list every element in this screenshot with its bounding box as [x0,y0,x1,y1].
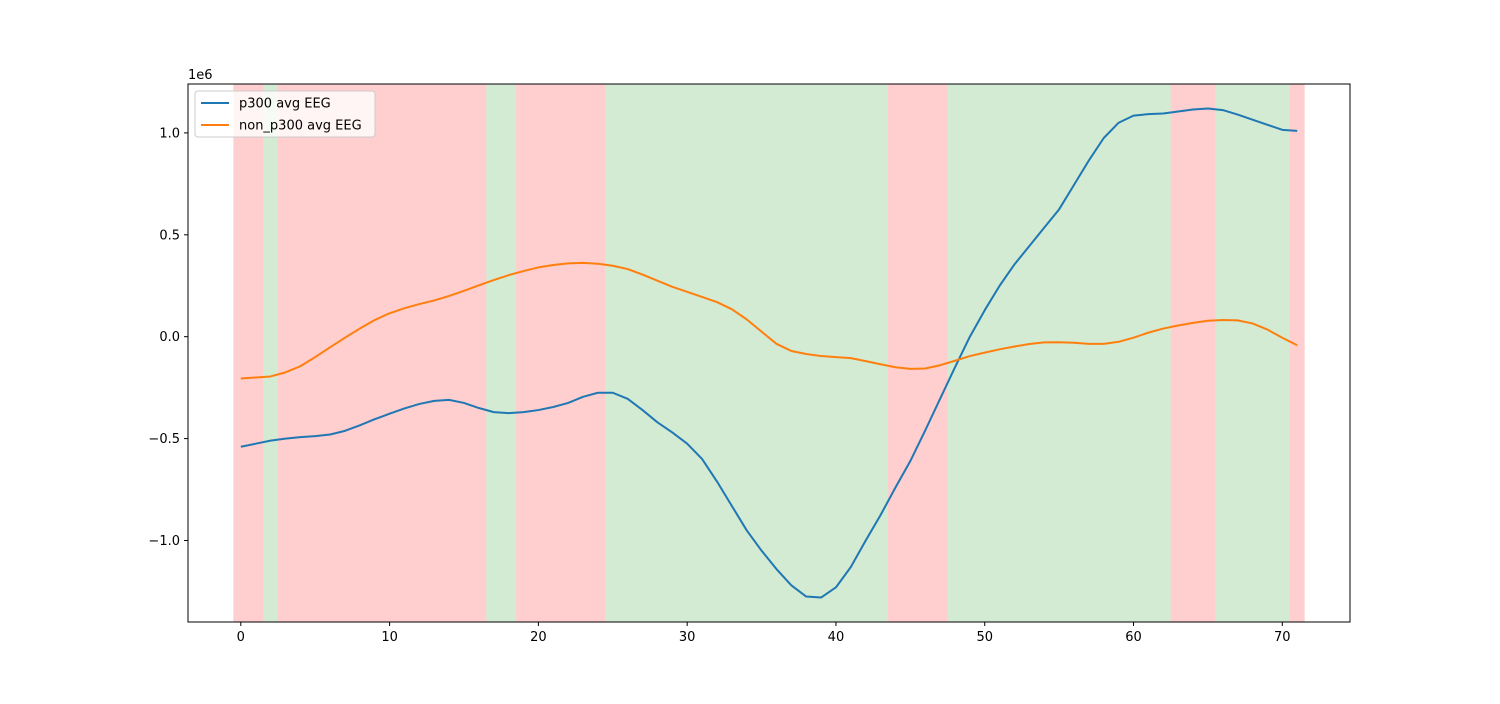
band-red [516,84,531,622]
x-tick-label: 0 [237,630,245,645]
band-red [382,84,398,622]
band-red [560,84,576,622]
band-red [902,84,918,622]
band-green [709,84,725,622]
x-tick-label: 20 [530,630,547,645]
band-red [932,84,948,622]
band-green [992,84,1008,622]
band-green [1155,84,1171,622]
band-green [1126,84,1141,622]
x-tick-label: 30 [679,630,696,645]
y-axis: −1.0 −0.5 0.0 0.5 1.0 [148,126,188,549]
band-green [1111,84,1127,622]
band-red [248,84,264,622]
band-red [1185,84,1201,622]
x-tick-label: 10 [381,630,398,645]
band-green [1274,84,1290,622]
band-green [843,84,859,622]
band-red [352,84,368,622]
band-green [1066,84,1082,622]
band-red [888,84,903,622]
band-green [1259,84,1275,622]
band-red [1170,84,1186,622]
x-tick-label: 50 [976,630,993,645]
band-red [471,84,487,622]
band-red [411,84,427,622]
band-red [233,84,249,622]
band-green [263,84,279,622]
band-red [575,84,591,622]
x-tick-label: 70 [1274,630,1291,645]
band-green [783,84,799,622]
band-green [1096,84,1112,622]
band-green [1215,84,1231,622]
band-red [337,84,353,622]
band-green [635,84,650,622]
series-lines [240,107,1298,599]
band-red [590,84,606,622]
band-green [754,84,769,622]
band-green [1036,84,1052,622]
legend-box [194,90,376,138]
band-green [620,84,636,622]
band-green [1081,84,1097,622]
band-green [1007,84,1022,622]
y-offset-label: 1e6 [188,68,213,83]
band-green [962,84,978,622]
band-red [278,84,293,622]
band-green [858,84,874,622]
band-green [1245,84,1260,622]
band-green [649,84,665,622]
y-tick-label: −0.5 [148,432,180,447]
legend-label: p300 avg EEG [239,97,331,112]
band-green [813,84,829,622]
band-red [1289,84,1305,622]
band-green [486,84,502,622]
x-tick-label: 60 [1125,630,1142,645]
band-green [605,84,621,622]
y-tick-label: 0.5 [159,228,180,243]
x-tick-label: 40 [828,630,845,645]
band-green [1021,84,1037,622]
band-green [769,84,784,622]
series-line-non-p300 [240,261,1298,380]
band-red [367,84,383,622]
band-red [545,84,561,622]
legend: p300 avg EEG non_p300 avg EEG [194,90,376,138]
band-red [441,84,457,622]
band-green [739,84,755,622]
background-bands [233,84,1305,622]
band-green [1051,84,1067,622]
legend-label: non_p300 avg EEG [239,119,362,134]
y-tick-label: 1.0 [159,126,180,141]
band-green [679,84,695,622]
y-tick-label: 0.0 [159,330,180,345]
band-red [426,84,442,622]
band-green [873,84,889,622]
band-red [530,84,546,622]
band-green [1140,84,1156,622]
band-green [724,84,740,622]
band-green [828,84,844,622]
plot-frame [187,83,1351,623]
band-red [917,84,933,622]
series-line-p300 [240,107,1298,599]
x-axis: 0 10 20 30 40 50 60 70 [237,622,1291,645]
band-red [1200,84,1216,622]
band-green [694,84,710,622]
band-red [292,84,308,622]
band-red [397,84,412,622]
band-red [456,84,472,622]
band-green [664,84,680,622]
band-green [1230,84,1246,622]
band-red [307,84,323,622]
y-tick-label: −1.0 [148,534,180,549]
band-green [947,84,963,622]
band-green [501,84,517,622]
band-red [322,84,338,622]
